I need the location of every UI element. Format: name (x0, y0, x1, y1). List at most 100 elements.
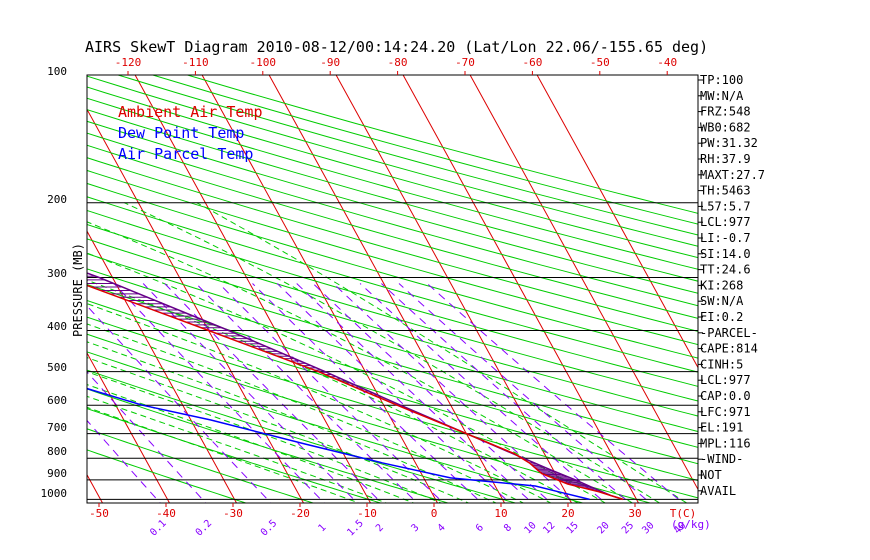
mixing-ratio-tick-label: 1.5 (345, 518, 366, 539)
mixing-ratio-line (252, 283, 483, 503)
mixing-ratio-line (296, 283, 534, 503)
top-temp-tick-label: -60 (522, 56, 542, 69)
dry-adiabat-line (87, 144, 698, 319)
dry-adiabat-line (87, 120, 698, 294)
dewpoint-curve (87, 387, 590, 501)
legend-item-label: Ambient Air Temp (118, 103, 263, 121)
legend-item-label: Dew Point Temp (118, 124, 244, 142)
top-temp-tick-label: -110 (182, 56, 209, 69)
pressure-tick-label: 400 (47, 320, 67, 333)
index-entry: KI:268 (700, 278, 743, 292)
mixing-ratio-tick-label: 10 (522, 520, 538, 536)
isotherm-line (0, 75, 43, 517)
moist-adiabat-line (87, 384, 415, 503)
pressure-tick-label: 900 (47, 467, 67, 480)
top-temp-tick-label: -120 (115, 56, 142, 69)
mixing-ratio-line (398, 283, 652, 503)
dry-adiabat-line (87, 333, 652, 503)
isotherm-line (469, 75, 698, 491)
mixing-ratio-line (195, 283, 418, 503)
mixing-ratio-tick-label: 0.2 (194, 518, 215, 539)
index-entry: RH:37.9 (700, 152, 751, 166)
bottom-temp-tick-label: 30 (628, 507, 641, 520)
index-entry: MW:N/A (700, 89, 744, 103)
moist-adiabat-line (87, 341, 498, 503)
mixing-ratio-tick-label: 30 (640, 520, 656, 536)
moist-adiabat-line (87, 371, 443, 503)
index-entry: CAP:0.0 (700, 389, 751, 403)
y-axis-label: PRESSURE (MB) (71, 243, 85, 337)
mixing-ratio-tick-label: 15 (565, 520, 581, 536)
index-entry: -PARCEL- (700, 326, 758, 340)
bottom-temp-tick-label: 20 (561, 507, 574, 520)
moist-adiabat-line (87, 303, 552, 503)
top-temp-tick-label: -50 (590, 56, 610, 69)
mixing-ratio-tick-label: 12 (541, 520, 557, 536)
index-entry: MAXT:27.7 (700, 168, 765, 182)
dry-adiabat-line (87, 196, 698, 373)
isotherm-line (201, 75, 439, 503)
moist-adiabat-line (124, 202, 661, 503)
mixing-ratio-line (87, 371, 207, 503)
mixing-ratio-tick-label: 25 (620, 520, 636, 536)
mixing-ratio-tick-label: 4 (436, 522, 448, 534)
dry-adiabat-line (87, 109, 698, 282)
pressure-tick-label: 100 (47, 65, 67, 78)
mixing-ratio-tick-label: 1 (317, 522, 329, 534)
mixing-ratio-line (87, 419, 161, 503)
dry-adiabat-line (87, 132, 698, 307)
dry-adiabat-line (87, 97, 698, 270)
index-entry: TT:24.6 (700, 263, 751, 277)
pressure-tick-label: 200 (47, 193, 67, 206)
isotherm-line (335, 75, 573, 503)
mixing-ratio-tick-label: 6 (474, 522, 486, 534)
pressure-tick-label: 800 (47, 445, 67, 458)
isotherm-line (87, 351, 171, 503)
chart-title: AIRS SkewT Diagram 2010-08-12/00:14:24.2… (85, 38, 708, 56)
temperature-curve (87, 284, 624, 501)
moist-adiabat-line (87, 221, 634, 503)
pressure-tick-label: 700 (47, 421, 67, 434)
index-entry: LI:-0.7 (700, 231, 751, 245)
reference-lines (0, 75, 698, 517)
index-entry: SW:N/A (700, 294, 744, 308)
top-temp-tick-label: -40 (657, 56, 677, 69)
bottom-temp-tick-label: -40 (156, 507, 176, 520)
dry-adiabat-line (87, 223, 698, 402)
isotherm-line (402, 75, 640, 503)
mixing-ratio-line (333, 283, 576, 503)
mixing-ratio-tick-label: 8 (502, 522, 514, 534)
moist-adiabat-line (87, 323, 525, 503)
profile-lines (87, 272, 624, 501)
isotherm-line (87, 108, 305, 503)
index-entry: NOT (700, 468, 722, 482)
dry-adiabat-line (87, 408, 383, 503)
temperature-unit-label: T(C) (670, 507, 697, 520)
dry-adiabat-line (87, 182, 698, 359)
legend-item-label: Air Parcel Temp (118, 145, 253, 163)
parcel-curve (87, 272, 624, 501)
pressure-tick-label: 500 (47, 361, 67, 374)
mixing-ratio-tick-label: 0.1 (148, 518, 169, 539)
mixing-ratio-line (164, 283, 383, 503)
top-temp-tick-label: -70 (455, 56, 475, 69)
index-entry: MPL:116 (700, 436, 751, 450)
index-entry: FRZ:548 (700, 105, 751, 119)
bottom-temp-tick-label: -30 (223, 507, 243, 520)
moist-adiabat-line (87, 252, 607, 503)
plot-frame (86, 74, 699, 504)
mixing-ratio-tick-label: 20 (595, 520, 611, 536)
dry-adiabat-line (87, 157, 698, 332)
top-temp-tick-label: -100 (250, 56, 277, 69)
bottom-temp-tick-label: -10 (357, 507, 377, 520)
mixing-ratio-tick-label: 3 (409, 522, 421, 534)
index-entry: TP:100 (700, 73, 743, 87)
index-entry: SI:14.0 (700, 247, 751, 261)
dry-adiabat-line (87, 449, 248, 503)
index-entry: WB0:682 (700, 120, 751, 134)
top-temp-tick-label: -80 (388, 56, 408, 69)
top-temp-tick-label: -90 (320, 56, 340, 69)
mixing-ratio-line (359, 283, 607, 503)
